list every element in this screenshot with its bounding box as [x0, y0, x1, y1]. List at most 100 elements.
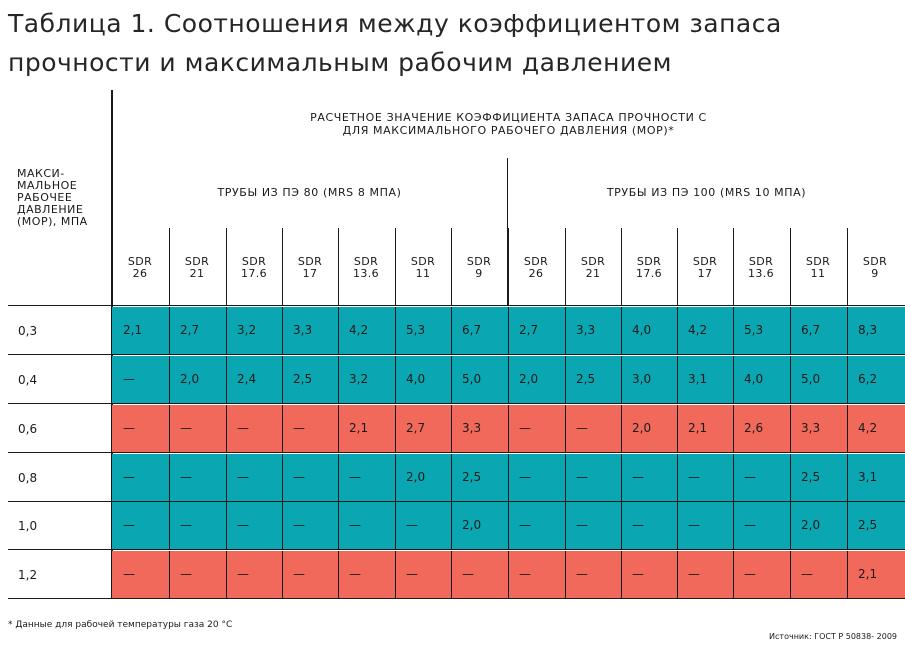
sdr-column-header: SDR 9 [862, 255, 888, 280]
table-cell: 5,3 [744, 323, 764, 337]
table-cell: — [576, 518, 588, 532]
table-cell: 3,1 [858, 470, 878, 484]
table-cell: — [237, 518, 249, 532]
table-cell: — [519, 421, 531, 435]
table-cell: 2,4 [237, 372, 257, 386]
row-pressure-label: 0,4 [18, 373, 38, 387]
cell-divider [847, 405, 848, 452]
table-cell: — [123, 421, 135, 435]
cell-divider [226, 502, 227, 549]
cell-divider [621, 356, 622, 403]
table-cell: 3,0 [632, 372, 652, 386]
cell-divider [677, 405, 678, 452]
table-cell: 2,5 [462, 470, 482, 484]
table-cell: — [349, 567, 361, 581]
table-cell: 4,0 [632, 323, 652, 337]
table-cell: 5,3 [406, 323, 426, 337]
cell-divider [395, 551, 396, 598]
table-cell: — [237, 421, 249, 435]
table-cell: — [123, 567, 135, 581]
cell-divider [451, 307, 452, 354]
row-pressure-label: 1,2 [18, 568, 38, 582]
table-cell: — [744, 518, 756, 532]
cell-divider [395, 454, 396, 501]
table-cell: — [349, 470, 361, 484]
pressure-column-header: МАКСИ- МАЛЬНОЕ РАБОЧЕЕ ДАВЛЕНИЕ (МОР), М… [17, 168, 109, 228]
cell-divider [451, 356, 452, 403]
cell-divider [226, 356, 227, 403]
table-cell: — [180, 421, 192, 435]
table-cell: 4,2 [349, 323, 369, 337]
table-cell: — [180, 518, 192, 532]
cell-divider [338, 356, 339, 403]
table-cell: — [237, 470, 249, 484]
cell-divider [338, 307, 339, 354]
cell-divider [169, 551, 170, 598]
cell-divider [395, 502, 396, 549]
cell-divider [621, 454, 622, 501]
sdr-header-divider [282, 228, 283, 306]
cell-divider [508, 502, 509, 549]
cell-divider [451, 551, 452, 598]
sdr-column-header: SDR 17 [692, 255, 718, 280]
table-cell: — [123, 372, 135, 386]
table-cell: — [688, 470, 700, 484]
table-cell: 6,2 [858, 372, 878, 386]
cell-divider [169, 502, 170, 549]
table-cell: 2,0 [519, 372, 539, 386]
table-cell: 3,3 [293, 323, 313, 337]
cell-divider [733, 551, 734, 598]
cell-divider [565, 551, 566, 598]
table-cell: — [293, 421, 305, 435]
table-cell: — [576, 470, 588, 484]
cell-divider [508, 307, 509, 354]
sdr-column-header: SDR 11 [410, 255, 436, 280]
table-cell: — [688, 518, 700, 532]
table-cell: — [519, 518, 531, 532]
table-cell: — [123, 470, 135, 484]
table-cell: 2,0 [632, 421, 652, 435]
table-cell: 2,0 [406, 470, 426, 484]
cell-divider [226, 454, 227, 501]
sdr-column-header: SDR 13.6 [747, 255, 775, 280]
cell-divider [338, 502, 339, 549]
table-cell: — [632, 470, 644, 484]
pressure-header-text: МАКСИ- МАЛЬНОЕ РАБОЧЕЕ ДАВЛЕНИЕ (МОР), М… [17, 167, 88, 228]
table-cell: — [744, 470, 756, 484]
cell-divider [508, 356, 509, 403]
cell-divider [565, 405, 566, 452]
cell-divider [226, 405, 227, 452]
table-cell: 5,0 [801, 372, 821, 386]
table-cell: — [293, 567, 305, 581]
sdr-header-divider [733, 228, 734, 306]
table-cell: 4,0 [406, 372, 426, 386]
table-cell: — [576, 567, 588, 581]
cell-divider [226, 307, 227, 354]
cell-divider [790, 405, 791, 452]
sdr-header-divider [621, 228, 622, 306]
cell-divider [790, 502, 791, 549]
sdr-column-header: SDR 17.6 [635, 255, 663, 280]
table-cell: — [406, 518, 418, 532]
cell-divider [677, 356, 678, 403]
table-cell: 2,7 [519, 323, 539, 337]
table-cell: — [462, 567, 474, 581]
table-cell: 2,5 [576, 372, 596, 386]
table-cell: — [406, 567, 418, 581]
table-cell: — [576, 421, 588, 435]
row-pressure-label: 0,3 [18, 324, 38, 338]
cell-divider [733, 307, 734, 354]
table-cell: — [801, 567, 813, 581]
sdr-column-header: SDR 21 [580, 255, 606, 280]
cell-divider [508, 551, 509, 598]
table-cell: 3,2 [349, 372, 369, 386]
table-cell: 2,1 [688, 421, 708, 435]
sdr-header-divider [790, 228, 791, 306]
sdr-header-divider [847, 228, 848, 306]
cell-divider [282, 454, 283, 501]
cell-divider [847, 454, 848, 501]
table-cell: 2,0 [801, 518, 821, 532]
cell-divider [169, 454, 170, 501]
table-cell: — [237, 567, 249, 581]
table-cell: 8,3 [858, 323, 878, 337]
